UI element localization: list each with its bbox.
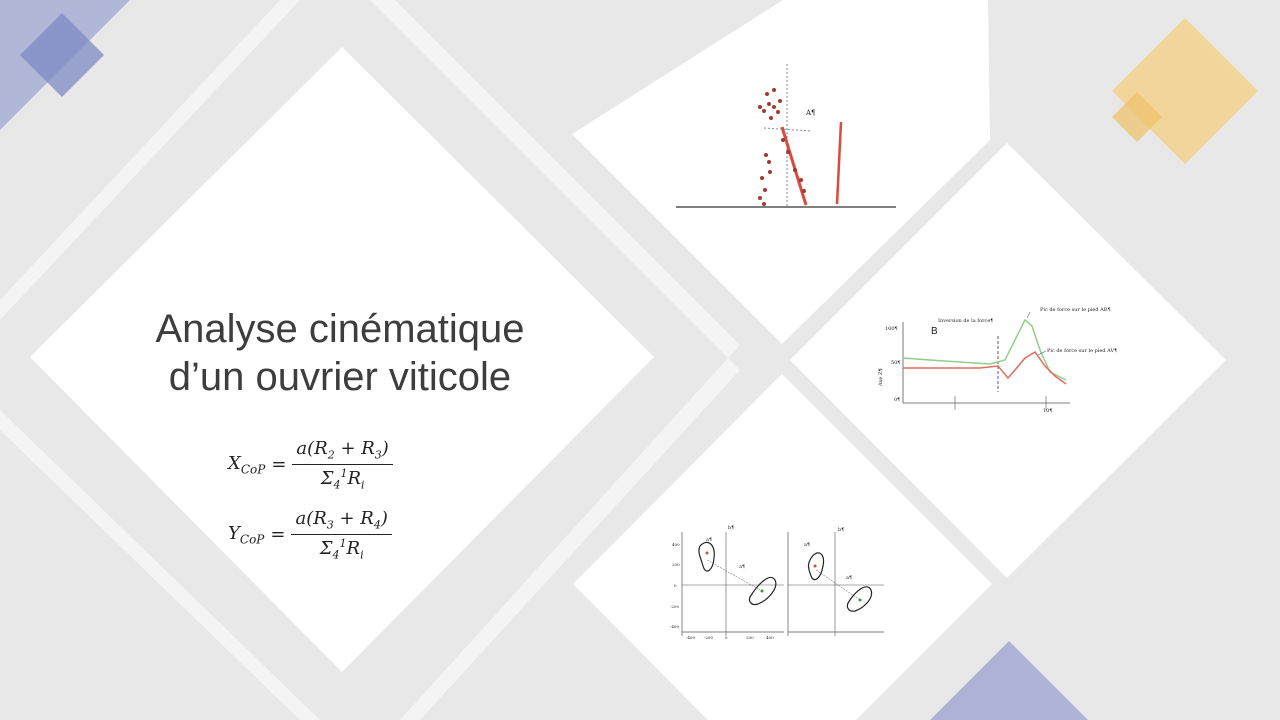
red-stick-2 [835, 121, 843, 205]
top-figure: A¶ [676, 64, 896, 208]
corner-blue-diamond [20, 13, 104, 97]
right-figure-diamond [790, 143, 1226, 578]
scatter-points [758, 88, 806, 206]
svg-text:b¶: b¶ [838, 527, 844, 533]
horizontal-axis [763, 127, 813, 132]
formula-y-cop: YCoP = a(R3 + R4) Σ41Ri [228, 508, 392, 561]
bottom-figure: a¶ b¶ a¶ 400 200 0 -200 -400 -400 -200 0… [670, 525, 884, 640]
panel-letter: B [931, 326, 938, 337]
y-axis-label: Axe Z¶ [878, 368, 884, 387]
formula-x-cop: XCoP = a(R2 + R3) Σ41Ri [228, 438, 393, 491]
svg-text:200: 200 [746, 635, 754, 640]
title-line-1: Analyse cinématique [155, 307, 525, 351]
top-figure-diamond [572, 0, 990, 344]
bottom-figure-diamond [573, 374, 992, 720]
svg-text:400: 400 [672, 542, 680, 547]
label-a: A¶ [805, 109, 816, 117]
svg-text:-400: -400 [686, 635, 695, 640]
slide-title: Analyse cinématique d’un ouvrier viticol… [80, 305, 600, 401]
svg-text:a¶: a¶ [846, 575, 852, 581]
right-foot-b [846, 586, 873, 612]
svg-text:0: 0 [674, 583, 677, 588]
x-tick: 10¶ [1043, 408, 1053, 414]
annot-peak-back: Pic de force sur le pied AR¶ [1040, 307, 1111, 313]
red-trace [903, 351, 1067, 385]
right-figure: B Inversion de la force¶ Pic de force su… [878, 307, 1117, 414]
left-foot-b [748, 576, 777, 606]
svg-text:a¶: a¶ [706, 537, 712, 543]
left-foot-a [698, 541, 715, 572]
corner-gold-small [1112, 92, 1162, 142]
bottom-blue-triangle [930, 641, 1088, 720]
green-trace [902, 318, 1067, 381]
svg-text:-200: -200 [704, 635, 713, 640]
svg-text:a¶: a¶ [739, 564, 745, 570]
title-diamond [30, 47, 654, 672]
tick-0: 0¶ [894, 397, 900, 403]
svg-text:a¶: a¶ [804, 542, 810, 548]
red-stick [780, 126, 808, 206]
tick-100: 100¶ [885, 326, 898, 332]
svg-text:b¶: b¶ [728, 525, 734, 531]
title-line-2: d’un ouvrier viticole [168, 355, 512, 399]
svg-text:400: 400 [766, 635, 774, 640]
annot-peak-front: Pic de force sur le pied AV¶ [1047, 348, 1117, 354]
tick-50: 50¶ [891, 360, 901, 366]
svg-text:-200: -200 [670, 604, 679, 609]
svg-text:0: 0 [725, 635, 728, 640]
svg-text:200: 200 [672, 562, 680, 567]
svg-text:-400: -400 [670, 624, 679, 629]
right-foot-a [807, 552, 825, 581]
annot-inversion: Inversion de la force¶ [938, 318, 993, 324]
